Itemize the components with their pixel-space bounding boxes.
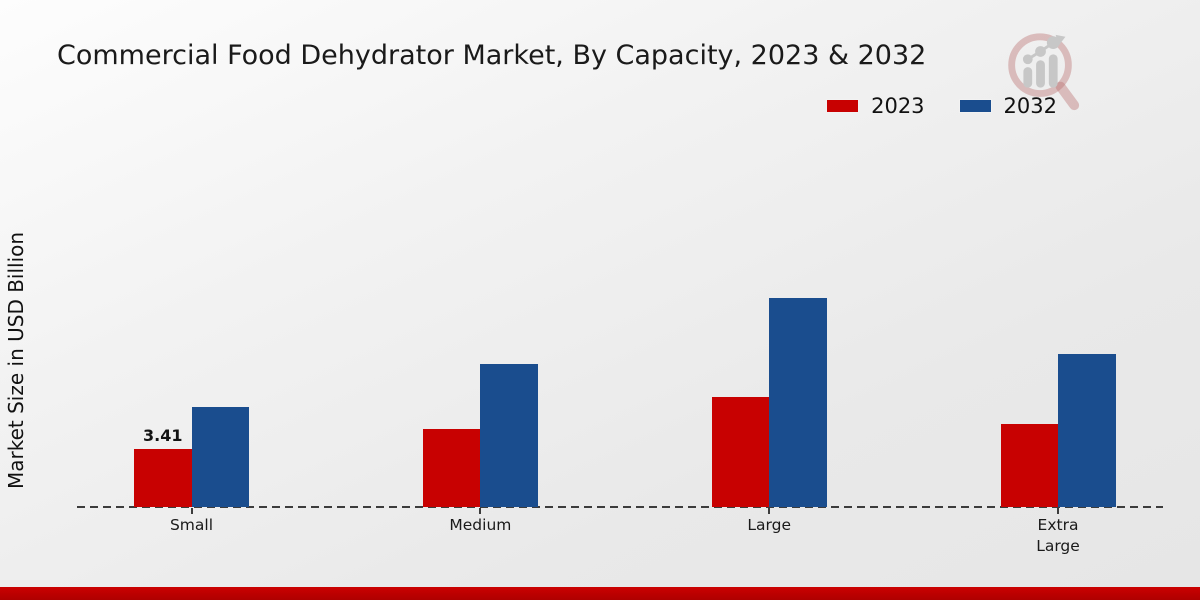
- bar-2023-small: [134, 449, 192, 507]
- x-axis-tick: [1057, 508, 1059, 514]
- x-tick-label-small: Small: [169, 516, 214, 534]
- x-tick-label-extra-large: Extra Large: [1036, 516, 1080, 555]
- legend-item-2023: 2023: [826, 94, 925, 118]
- y-axis-label: Market Size in USD Billion: [4, 231, 28, 489]
- chart-title: Commercial Food Dehydrator Market, By Ca…: [57, 40, 927, 71]
- x-axis-tick: [479, 508, 482, 514]
- legend-swatch-2023: [826, 99, 860, 113]
- bar-2023-large: [711, 396, 770, 507]
- bar-2032-medium: [480, 364, 538, 507]
- legend-swatch-2032: [958, 99, 992, 113]
- x-axis-tick: [190, 508, 193, 514]
- legend-item-2032: 2032: [958, 94, 1057, 118]
- x-tick-label-medium: Medium: [449, 516, 512, 534]
- magnifier-bar-chart-logo-icon: [1008, 33, 1080, 111]
- bar-value-label: 3.41: [143, 426, 183, 446]
- x-tick-label-large: Large: [747, 516, 791, 534]
- x-axis-tick: [768, 508, 771, 514]
- legend-label-2023: 2023: [871, 94, 925, 118]
- bar-2023-extra-large: [1000, 423, 1058, 507]
- x-axis-baseline: [77, 506, 1163, 508]
- legend-label-2032: 2032: [1003, 94, 1057, 118]
- footer-accent-bar: [0, 587, 1200, 600]
- legend: 2023 2032: [826, 94, 1057, 118]
- bar-2032-large: [769, 297, 827, 507]
- bar-2023-medium: [422, 428, 481, 507]
- bar-2032-extra-large: [1058, 354, 1116, 507]
- bar-2032-small: [191, 406, 249, 507]
